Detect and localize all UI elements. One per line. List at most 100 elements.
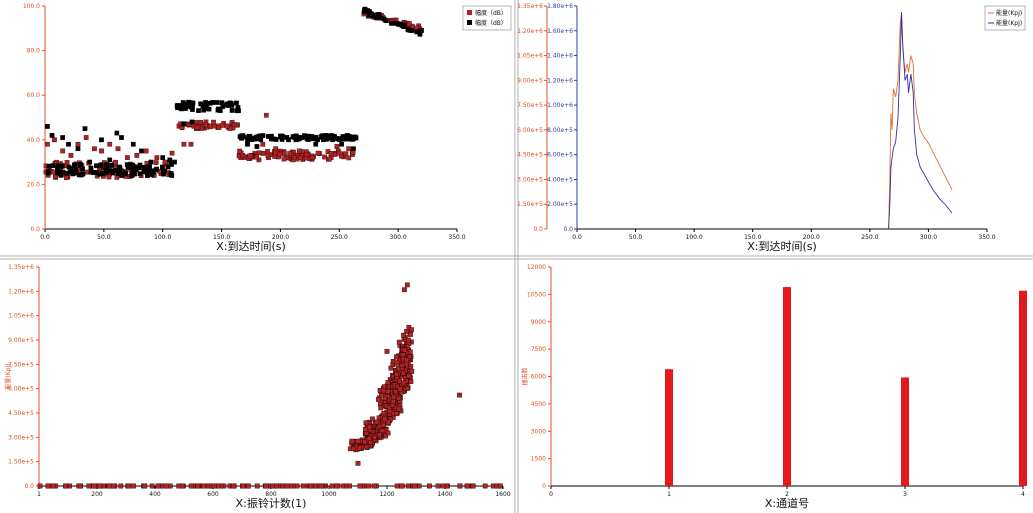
data-point	[330, 134, 336, 139]
data-point	[355, 438, 361, 444]
y-tick-label-right: 1.00e+6	[547, 102, 573, 109]
data-point	[231, 122, 237, 127]
series-line-blue	[888, 12, 953, 230]
y-tick-label-left: 1.35e+6	[517, 3, 543, 10]
y-tick-label-left: 0.0	[533, 226, 543, 233]
x-tick-label: 1200	[379, 491, 394, 498]
data-point	[59, 164, 65, 169]
data-point	[397, 386, 403, 392]
data-point	[402, 287, 407, 293]
data-point	[167, 483, 173, 489]
bar-channel-3	[901, 377, 909, 486]
data-point	[409, 368, 415, 374]
data-point	[55, 169, 60, 175]
y-tick-label: 80.0	[27, 48, 41, 55]
data-point	[417, 31, 423, 37]
data-point	[401, 332, 406, 338]
data-point	[371, 435, 377, 440]
x-tick-label: 350.0	[448, 234, 465, 241]
data-point	[384, 348, 390, 354]
y-tick-label: 12000	[527, 264, 546, 271]
data-point	[227, 126, 233, 131]
data-point	[87, 159, 93, 165]
data-point	[394, 411, 400, 417]
y-tick-label-right: 2.00e+5	[547, 201, 573, 208]
x-tick-label: 300.0	[920, 234, 937, 241]
x-tick-label: 4	[1021, 491, 1025, 498]
data-point	[343, 151, 349, 157]
data-point	[194, 125, 200, 130]
y-tick-label: 1.05e+6	[8, 313, 34, 320]
data-point	[339, 141, 344, 147]
series-black	[45, 6, 424, 178]
data-point	[405, 337, 411, 343]
data-point	[106, 483, 112, 489]
x-tick-label: 300.0	[390, 234, 407, 241]
data-point	[114, 130, 120, 136]
x-tick-label: 150.0	[744, 234, 761, 241]
y-tick-label: 6.00e+5	[8, 386, 34, 393]
data-point	[219, 100, 225, 106]
data-point	[304, 152, 310, 157]
data-point	[86, 483, 92, 489]
data-point	[130, 141, 136, 147]
data-point	[37, 483, 43, 489]
legend-marker-red	[467, 10, 472, 15]
data-point	[77, 483, 83, 489]
data-point	[254, 483, 260, 489]
x-axis-title: X:到达时间(s)	[747, 240, 817, 253]
data-point	[114, 174, 120, 180]
data-point	[240, 483, 246, 489]
data-point	[169, 162, 174, 167]
x-axis-title: X:振铃计数(1)	[236, 496, 307, 510]
data-point	[131, 483, 136, 489]
data-point	[355, 460, 361, 466]
data-point	[408, 364, 414, 369]
data-point	[381, 411, 387, 416]
legend-label: 幅度（dB）	[475, 19, 507, 27]
data-point	[302, 133, 307, 138]
data-point	[376, 397, 381, 402]
data-point	[68, 153, 74, 158]
data-point	[280, 483, 286, 489]
data-point	[388, 365, 394, 371]
data-point	[211, 483, 217, 489]
data-point	[270, 483, 275, 489]
data-point	[374, 419, 380, 425]
data-point	[394, 354, 399, 360]
data-point	[188, 141, 194, 147]
data-point	[72, 162, 77, 168]
data-point	[304, 136, 310, 142]
data-point	[375, 12, 381, 18]
data-point	[406, 373, 412, 379]
y-tick-label-right: 1.80e+6	[547, 3, 573, 10]
data-point	[290, 134, 296, 140]
data-point	[211, 119, 216, 125]
x-tick-label: 1600	[495, 491, 510, 498]
data-point	[163, 483, 169, 489]
y-axis-title: 能量(KpJ)	[4, 363, 12, 389]
data-point	[149, 168, 154, 174]
data-point	[322, 154, 327, 160]
y-tick-label: 0.0	[30, 226, 40, 233]
series-line-orange	[888, 14, 953, 230]
x-tick-label: 1000	[321, 491, 336, 498]
legend-label: 能量(KpJ)	[996, 19, 1022, 27]
data-point	[368, 440, 373, 445]
data-point	[92, 146, 97, 152]
legend-box	[984, 5, 1026, 31]
data-point	[75, 146, 81, 152]
data-point	[134, 153, 140, 158]
chart-amplitude-vs-time: 0.0 50.0 100.0 150.0 200.0 250.0 300.0 350.0 0.0…	[23, 3, 512, 253]
data-point	[401, 24, 407, 30]
x-tick-label: 100.0	[686, 234, 703, 241]
data-point	[214, 100, 220, 105]
data-point	[404, 282, 410, 288]
data-point	[327, 156, 332, 162]
data-point	[379, 428, 385, 433]
data-point	[60, 148, 66, 154]
data-point	[363, 420, 369, 426]
data-point	[190, 103, 195, 108]
data-point	[399, 483, 405, 489]
